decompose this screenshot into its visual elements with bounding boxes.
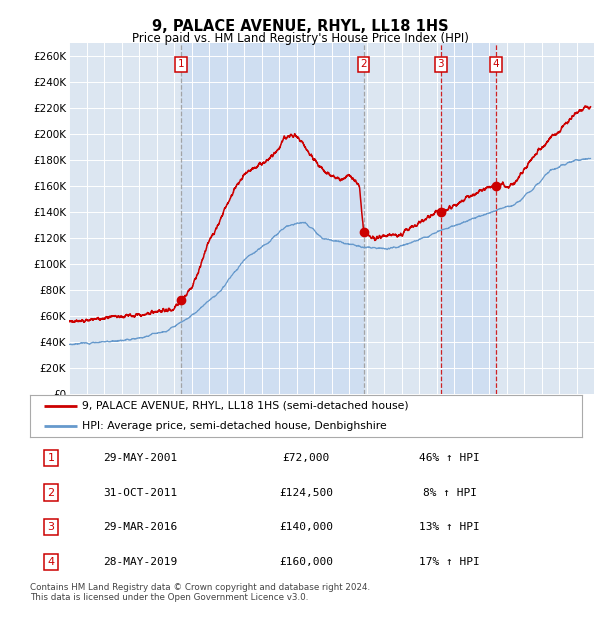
- Text: 28-MAY-2019: 28-MAY-2019: [103, 557, 178, 567]
- Text: Price paid vs. HM Land Registry's House Price Index (HPI): Price paid vs. HM Land Registry's House …: [131, 32, 469, 45]
- Text: £140,000: £140,000: [279, 523, 333, 533]
- Text: 29-MAY-2001: 29-MAY-2001: [103, 453, 178, 463]
- Text: £124,500: £124,500: [279, 487, 333, 497]
- Text: 8% ↑ HPI: 8% ↑ HPI: [422, 487, 476, 497]
- Text: 2: 2: [360, 59, 367, 69]
- Text: £72,000: £72,000: [283, 453, 329, 463]
- Bar: [181, 43, 364, 394]
- Text: 3: 3: [437, 59, 444, 69]
- Text: 2: 2: [47, 487, 55, 497]
- Text: £160,000: £160,000: [279, 557, 333, 567]
- Text: 4: 4: [47, 557, 55, 567]
- Text: 31-OCT-2011: 31-OCT-2011: [103, 487, 178, 497]
- Text: Contains HM Land Registry data © Crown copyright and database right 2024.
This d: Contains HM Land Registry data © Crown c…: [30, 583, 370, 602]
- Text: 17% ↑ HPI: 17% ↑ HPI: [419, 557, 480, 567]
- Text: 4: 4: [493, 59, 499, 69]
- Text: 46% ↑ HPI: 46% ↑ HPI: [419, 453, 480, 463]
- Bar: [440, 43, 496, 394]
- Text: 3: 3: [47, 523, 55, 533]
- Text: 9, PALACE AVENUE, RHYL, LL18 1HS: 9, PALACE AVENUE, RHYL, LL18 1HS: [152, 19, 448, 33]
- Text: HPI: Average price, semi-detached house, Denbighshire: HPI: Average price, semi-detached house,…: [82, 421, 387, 431]
- Text: 9, PALACE AVENUE, RHYL, LL18 1HS (semi-detached house): 9, PALACE AVENUE, RHYL, LL18 1HS (semi-d…: [82, 401, 409, 411]
- Text: 29-MAR-2016: 29-MAR-2016: [103, 523, 178, 533]
- Text: 13% ↑ HPI: 13% ↑ HPI: [419, 523, 480, 533]
- Text: 1: 1: [178, 59, 184, 69]
- Text: 1: 1: [47, 453, 55, 463]
